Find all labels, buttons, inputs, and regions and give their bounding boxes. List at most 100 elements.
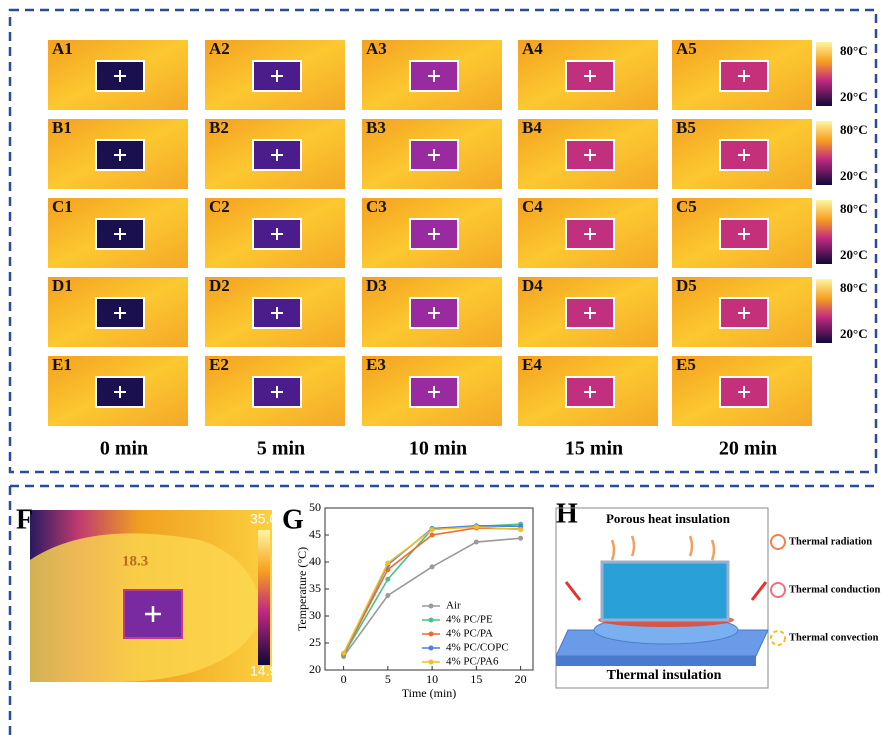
image-label: A3 [366,39,387,58]
legend-label: Air [446,600,461,612]
h-bottom: Thermal insulation [607,668,722,683]
legend-icon [771,583,785,597]
colorbar-max: 80°C [840,43,868,58]
legend-marker [429,632,434,637]
scale-min: 14.9 [250,663,277,679]
colorbar [816,279,832,343]
y-axis-label: Temperature (°C) [295,547,309,631]
image-label: A1 [52,39,73,58]
heat-arrow [752,582,766,600]
image-label: D4 [522,276,543,295]
image-label: B2 [209,118,229,137]
legend-marker [429,646,434,651]
data-point [430,527,435,532]
colorbar-max: 80°C [840,122,868,137]
x-tick-label: 15 [470,672,482,686]
legend-label: Thermal conduction [789,584,880,595]
image-label: C4 [522,197,543,216]
radiation-arrow [632,536,634,556]
image-label: B1 [52,118,72,137]
colorbar-min: 20°C [840,247,868,262]
figure: A1A2A3A4A5B1B2B3B4B5C1C2C3C4C5D1D2D3D4D5… [0,0,881,735]
x-axis-label: Time (min) [402,686,457,700]
colorbar-min: 20°C [840,168,868,183]
colorbar-min: 20°C [840,89,868,104]
h-top: Porous heat insulation [606,511,731,526]
x-tick-label: 0 [341,672,347,686]
legend-icon [771,535,785,549]
data-point [518,527,523,532]
y-tick-label: 45 [309,527,321,541]
data-point [385,577,390,582]
image-label: A2 [209,39,230,58]
image-label: C5 [676,197,697,216]
image-label: B5 [676,118,696,137]
legend-marker [429,618,434,623]
legend-label: 4% PC/PE [446,614,493,626]
image-label: C3 [366,197,387,216]
legend-label: Thermal convection [789,632,879,643]
colorbar-max: 80°C [840,280,868,295]
panel-label: G [282,504,304,535]
data-point [518,536,523,541]
data-point [430,564,435,569]
time-label: 5 min [257,438,305,460]
legend-label: 4% PC/COPC [446,642,509,654]
colorbar-max: 80°C [840,201,868,216]
data-point [474,524,479,529]
image-label: B3 [366,118,386,137]
radiation-arrow [712,540,714,560]
image-label: E2 [209,355,229,374]
time-label: 0 min [100,438,148,460]
x-tick-label: 10 [426,672,438,686]
time-label: 10 min [409,438,467,460]
y-tick-label: 25 [309,635,321,649]
legend-label: 4% PC/PA6 [446,656,499,668]
panel-label: H [556,498,578,529]
y-tick-label: 35 [309,581,321,595]
legend-icon [771,631,785,645]
image-label: E5 [676,355,696,374]
base-slab-side [556,656,756,666]
image-label: E4 [522,355,542,374]
colorbar [816,42,832,106]
data-point [341,651,346,656]
scale-max: 35.0 [250,511,277,527]
legend-marker [429,604,434,609]
image-label: E3 [366,355,386,374]
scale-bar [258,530,270,665]
data-point [430,533,435,538]
image-label: E1 [52,355,72,374]
image-label: A5 [676,39,697,58]
image-label: D3 [366,276,387,295]
image-label: D1 [52,276,73,295]
radiation-arrow [612,540,614,560]
x-tick-label: 20 [515,672,527,686]
legend-marker [429,660,434,665]
page: {"top_panel":{ "labels":[["A1","A2","A3"… [0,0,881,735]
data-point [385,561,390,566]
y-tick-label: 20 [309,662,321,676]
image-label: B4 [522,118,542,137]
spot-temp: 18.3 [122,553,148,569]
radiation-arrow [690,536,692,556]
image-label: C1 [52,197,73,216]
colorbar [816,121,832,185]
porous-block [602,562,728,620]
panel-label: F [16,504,33,535]
data-point [385,593,390,598]
image-label: A4 [522,39,543,58]
time-label: 15 min [565,438,623,460]
time-label: 20 min [719,438,777,460]
y-tick-label: 40 [309,554,321,568]
y-tick-label: 30 [309,608,321,622]
legend-label: 4% PC/PA [446,628,493,640]
colorbar [816,200,832,264]
colorbar-min: 20°C [840,326,868,341]
data-point [474,540,479,545]
x-tick-label: 5 [385,672,391,686]
heat-arrow [566,582,580,600]
legend-label: Thermal radiation [789,536,872,547]
y-tick-label: 50 [309,500,321,514]
image-label: D2 [209,276,230,295]
